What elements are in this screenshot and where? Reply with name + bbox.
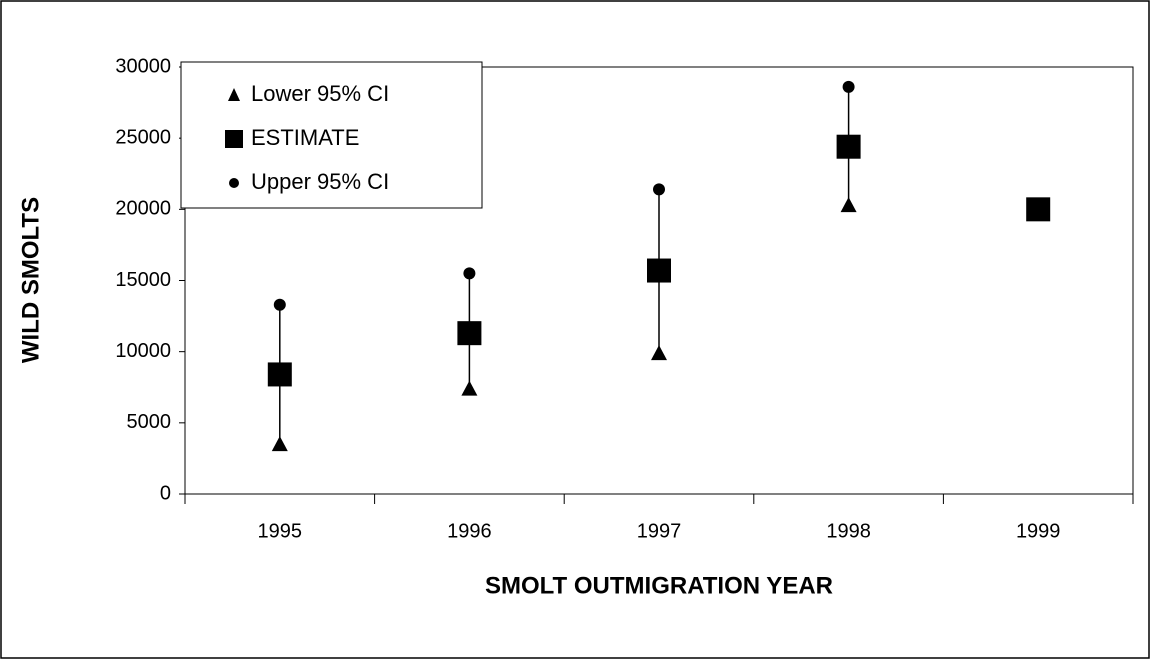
circle-marker [463,267,476,280]
x-tick-label: 1995 [258,520,303,542]
legend-label: ESTIMATE [251,125,359,150]
square-marker [1026,197,1051,222]
square-marker [457,321,482,346]
triangle-marker [461,380,478,396]
y-tick-label: 0 [160,482,171,504]
y-axis-title: WILD SMOLTS [17,197,44,363]
square-marker [267,362,292,387]
legend-marker [229,178,239,188]
circle-marker [842,80,855,93]
y-tick-label: 30000 [115,55,171,77]
legend-marker [225,130,243,148]
y-tick-label: 25000 [115,126,171,148]
triangle-marker [271,436,288,452]
square-marker [647,258,671,283]
circle-marker [273,298,286,311]
legend-marker [228,88,240,101]
legend-label: Lower 95% CI [251,81,389,106]
y-tick-label: 20000 [115,198,171,220]
y-tick-label: 5000 [127,411,172,433]
legend-label: Upper 95% CI [251,169,389,194]
square-marker [836,134,861,159]
x-tick-label: 1998 [826,520,871,542]
triangle-marker [651,345,667,361]
circle-marker [653,183,665,196]
triangle-marker [840,197,857,213]
x-tick-label: 1996 [447,520,492,542]
y-tick-label: 15000 [115,269,171,291]
y-tick-label: 10000 [115,340,171,362]
x-tick-label: 1999 [1016,520,1061,542]
x-axis-title: SMOLT OUTMIGRATION YEAR [485,572,833,599]
x-tick-label: 1997 [637,520,682,542]
